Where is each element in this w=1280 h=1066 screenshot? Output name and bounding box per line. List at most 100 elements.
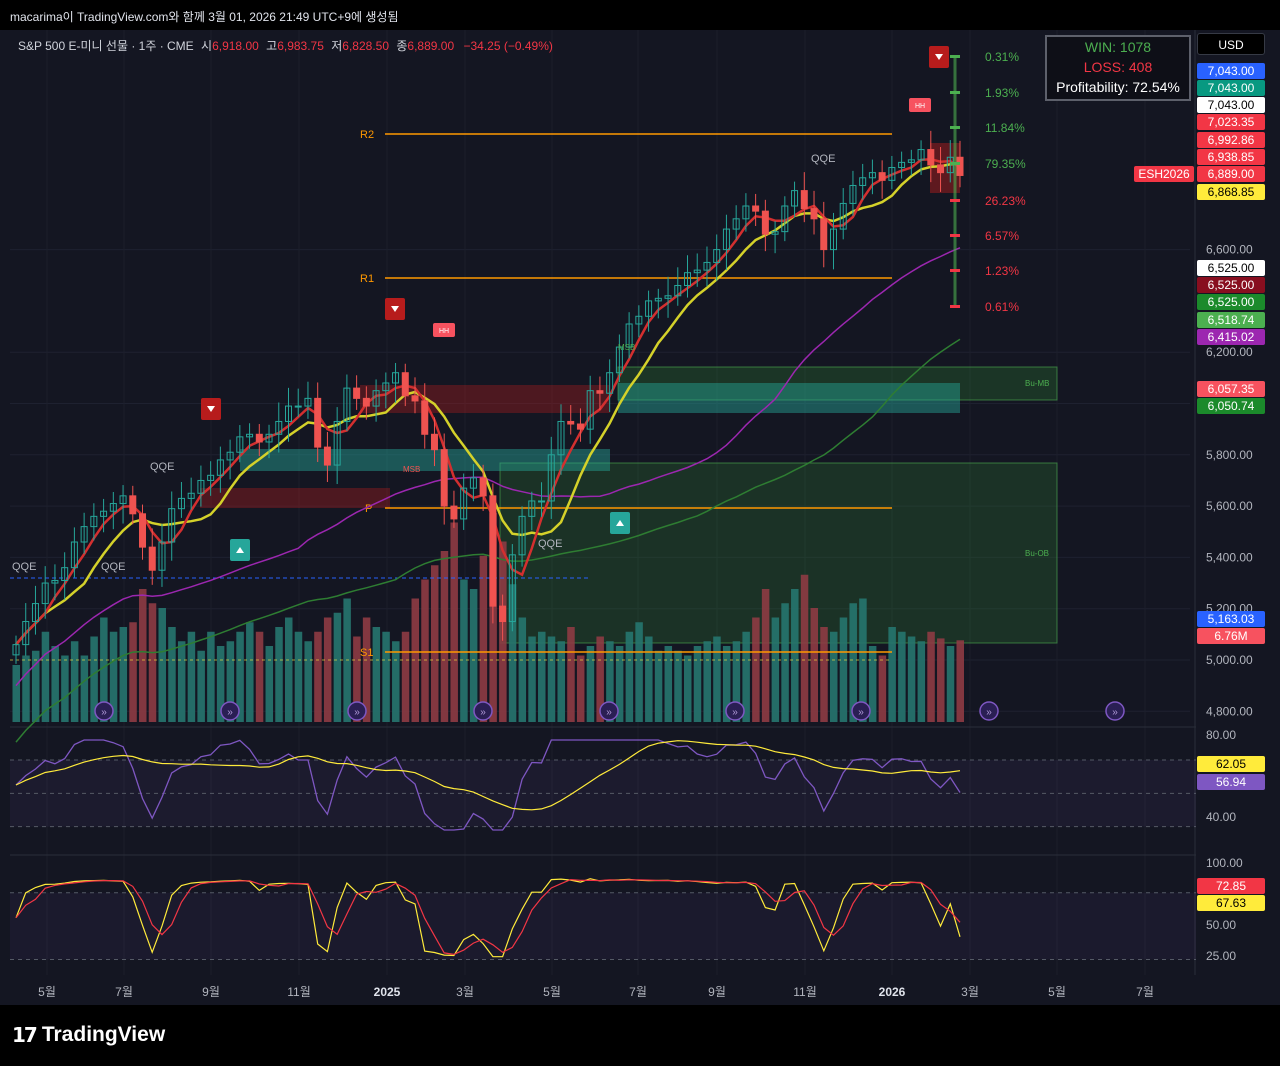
- currency-selector[interactable]: USD: [1197, 33, 1265, 55]
- volume-bar: [61, 655, 69, 722]
- event-circle: [599, 701, 619, 721]
- hh-tag-box: [909, 98, 931, 112]
- candle-body: [684, 272, 692, 287]
- volume-bar: [927, 631, 935, 722]
- candle: [255, 424, 263, 457]
- candle-body: [61, 567, 69, 581]
- candle: [430, 417, 438, 467]
- high-value: 6,983.75: [277, 39, 324, 53]
- event-circle: [1105, 701, 1125, 721]
- x-tick-label: 3월: [961, 985, 979, 999]
- candle: [177, 481, 185, 518]
- profitability: Profitability: 72.54%: [1056, 79, 1180, 95]
- volume-bar: [129, 622, 137, 722]
- candle: [898, 151, 906, 179]
- candle-body: [109, 503, 117, 512]
- candle-body: [479, 477, 487, 497]
- volume-bar: [226, 641, 235, 722]
- candle-body: [528, 500, 536, 517]
- candle: [70, 527, 78, 578]
- candle-body: [567, 420, 575, 425]
- candle-body: [829, 228, 837, 251]
- candle-body: [956, 156, 964, 176]
- volume-bar: [596, 636, 604, 722]
- qqe-label: QQE: [150, 461, 174, 473]
- rsi-ma-line: [15, 740, 961, 811]
- x-tick-label: 3월: [456, 985, 474, 999]
- volume-bar: [207, 631, 215, 722]
- volume-bar: [781, 603, 789, 722]
- volume-bar: [518, 617, 527, 722]
- volume-bar: [538, 631, 546, 722]
- candle: [41, 566, 49, 619]
- x-tick-label: 11월: [287, 985, 311, 999]
- price-tag: 67.63: [1197, 895, 1265, 911]
- price-chart-svg[interactable]: Bu-MB Bu-OB R2 R1 P S1 HH HH QQE QQE QQE QQE QQE MS…: [0, 30, 1280, 1005]
- bu-mb-label: Bu-MB: [1025, 379, 1049, 388]
- ma-red: [15, 157, 961, 646]
- grid-lines: [10, 30, 1196, 975]
- target-tick: [950, 234, 960, 237]
- candle: [829, 212, 837, 270]
- chart-area[interactable]: Bu-MB Bu-OB R2 R1 P S1 HH HH QQE QQE QQE QQE QQE MS…: [0, 30, 1280, 1005]
- volume-bar: [401, 631, 410, 722]
- volume-bar: [430, 565, 439, 722]
- candle: [596, 376, 604, 410]
- bu-ob-zone: [499, 462, 1058, 644]
- pivot-label-r2: R2: [360, 129, 374, 141]
- candle: [109, 491, 117, 530]
- tradingview-logo-icon: 17: [12, 1023, 38, 1047]
- volume-bar: [635, 622, 643, 722]
- candle-body: [129, 495, 137, 515]
- candle-body: [859, 177, 867, 186]
- target-tick: [950, 199, 960, 202]
- candle-body: [820, 218, 828, 251]
- candle-body: [898, 161, 906, 169]
- candle: [323, 431, 331, 482]
- candle: [810, 190, 818, 235]
- low-label: 저: [331, 39, 343, 53]
- volume-bar: [216, 646, 225, 722]
- volume-bar: [907, 636, 916, 722]
- candle: [362, 386, 370, 420]
- x-tick-label: 7월: [629, 985, 647, 999]
- candle: [703, 246, 711, 287]
- candle: [129, 485, 137, 525]
- price-tag: 6,057.35: [1197, 381, 1265, 397]
- hh-tag-label: HH: [439, 328, 449, 335]
- volume-bar: [625, 631, 634, 722]
- candle: [868, 159, 876, 195]
- candle-body: [323, 446, 331, 466]
- tradingview-logo[interactable]: 17 TradingView: [12, 1023, 165, 1047]
- volume-bar: [684, 655, 692, 722]
- pivot-label-p: P: [365, 503, 372, 515]
- candle-body: [90, 515, 98, 528]
- target-ladder: 0.31% 1.93% 11.84% 79.35% 26.23% 6.57% 1.23% 0.…: [950, 50, 1026, 314]
- candle: [139, 504, 147, 560]
- volume-bar: [722, 646, 731, 722]
- price-tag: 6,889.00: [1197, 166, 1265, 182]
- candle-body: [168, 508, 176, 543]
- volume-bar: [742, 631, 750, 722]
- price-tag: 6,050.74: [1197, 398, 1265, 414]
- change-value: −34.25 (−0.49%): [463, 39, 553, 53]
- event-glyph: »: [101, 707, 107, 718]
- volume-bar: [450, 522, 458, 722]
- win-count: WIN: 1078: [1084, 39, 1152, 55]
- candle: [440, 433, 448, 525]
- volume-bar: [713, 636, 721, 722]
- price-tag: 7,043.00: [1197, 80, 1265, 96]
- target-tick: [950, 55, 960, 58]
- candle: [61, 552, 69, 600]
- volume-bar: [139, 589, 147, 722]
- candle-body: [576, 423, 584, 430]
- candle-body: [508, 554, 516, 623]
- price-tag: 6,518.74: [1197, 312, 1265, 328]
- volume-bar: [917, 641, 926, 722]
- volume-bar: [567, 627, 575, 722]
- candle-body: [246, 433, 254, 438]
- candle: [664, 276, 672, 318]
- bu-mb-zone: [617, 366, 1058, 401]
- volume-bar: [392, 641, 400, 722]
- candle-body: [460, 487, 468, 520]
